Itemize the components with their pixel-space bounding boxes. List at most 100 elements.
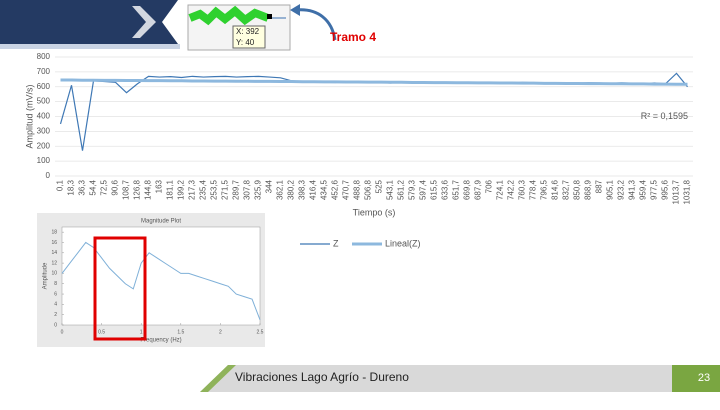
y-tick-label: 800 xyxy=(37,52,51,61)
x-tick-label: 651,7 xyxy=(452,179,461,200)
highlight-box xyxy=(93,236,147,341)
y-tick-label: 0 xyxy=(46,171,51,180)
x-tick-label: 814,6 xyxy=(551,179,560,200)
x-tick-label: 452,6 xyxy=(331,179,340,200)
x-tick-label: 90,6 xyxy=(111,179,120,195)
x-tick-label: 398,3 xyxy=(298,179,307,200)
x-tick-label: 959,4 xyxy=(639,179,648,200)
y-tick-label: 100 xyxy=(37,156,51,165)
x-tick-label: 307,8 xyxy=(243,179,252,200)
x-tick-label: 271,5 xyxy=(221,179,230,200)
x-tick-label: 199,2 xyxy=(177,179,186,200)
x-tick-label: 0,1 xyxy=(56,179,65,191)
footer-accent xyxy=(200,365,236,392)
x-tick-label: 108,7 xyxy=(122,179,131,200)
y-axis-title: Amplitude xyxy=(43,262,49,289)
datatip-x: X: 392 xyxy=(236,27,260,36)
x-tick-label: 416,4 xyxy=(309,179,318,200)
x-tick-label: 977,5 xyxy=(650,179,659,200)
x-tick-label: 1031,8 xyxy=(683,179,692,204)
chevron xyxy=(132,6,156,38)
x-tick-label: 344 xyxy=(265,179,274,193)
x-tick-label: 289,7 xyxy=(232,179,241,200)
x-tick-label: 1 xyxy=(140,329,143,335)
x-tick-label: 579,3 xyxy=(408,179,417,200)
x-tick-label: 995,6 xyxy=(661,179,670,200)
arrow-head xyxy=(290,4,300,16)
x-axis-title: Tiempo (s) xyxy=(353,207,396,217)
x-tick-label: 706 xyxy=(485,179,494,193)
y-tick-label: 500 xyxy=(37,97,51,106)
y-tick-label: 8 xyxy=(54,281,57,287)
chart-title: Magnitude Plot xyxy=(141,219,181,225)
x-tick-label: 742,2 xyxy=(507,179,516,200)
x-axis-title: Frequency (Hz) xyxy=(140,338,181,344)
x-tick-label: 887 xyxy=(595,179,604,193)
x-tick-label: 615,5 xyxy=(430,179,439,200)
x-tick-label: 18,3 xyxy=(67,179,76,195)
x-tick-label: 144,8 xyxy=(144,179,153,200)
x-tick-label: 923,2 xyxy=(617,179,626,200)
inset-signal xyxy=(188,5,270,26)
series-line xyxy=(60,78,688,86)
spectrum-chart: 0 2 4 6 8 10 12 14 16 18 0 0.5 1 1.5 2 2.5 Magnitude Plo… xyxy=(43,219,264,344)
x-tick-label: 0 xyxy=(61,329,64,335)
x-tick-label: 905,1 xyxy=(606,179,615,200)
x-tick-label: 543,1 xyxy=(386,179,395,200)
x-tick-label: 633,6 xyxy=(441,179,450,200)
x-tick-label: 1013,7 xyxy=(672,179,681,204)
y-axis-title: Amplitud (mV/s) xyxy=(24,84,34,148)
banner-arrow xyxy=(150,0,178,44)
x-tick-label: 126,8 xyxy=(133,179,142,200)
y-tick-label: 300 xyxy=(37,126,51,135)
annotation: Tramo 4 xyxy=(330,30,376,44)
y-tick-label: 4 xyxy=(54,302,57,308)
page-number: 23 xyxy=(698,372,710,384)
footer-bar xyxy=(200,365,720,392)
main-chart: 0 100 200 300 400 500 600 700 800 0,1 18,3 36,3 54,4… xyxy=(24,52,693,248)
x-tick-label: 36,3 xyxy=(78,179,87,195)
x-tick-label: 72,5 xyxy=(100,179,109,195)
x-tick-label: 868,9 xyxy=(584,179,593,200)
x-tick-label: 2.5 xyxy=(257,329,264,335)
footer-title: Vibraciones Lago Agrío - Dureno xyxy=(235,370,409,384)
y-tick-label: 14 xyxy=(51,250,57,256)
legend-label: Z xyxy=(333,238,339,248)
x-tick-label: 506,8 xyxy=(364,179,373,200)
y-tick-label: 200 xyxy=(37,141,51,150)
x-tick-label: 235,4 xyxy=(199,179,208,200)
y-tick-label: 16 xyxy=(51,240,57,246)
datatip xyxy=(232,25,266,49)
x-tick-label: 760,3 xyxy=(518,179,527,200)
page-box xyxy=(672,365,720,392)
x-tick-label: 669,8 xyxy=(463,179,472,200)
plot-frame xyxy=(61,226,261,326)
x-tick-label: 850,8 xyxy=(573,179,582,200)
x-tick-label: 0.5 xyxy=(98,329,105,335)
x-tick-label: 561,2 xyxy=(397,179,406,200)
y-tick-label: 700 xyxy=(37,67,51,76)
y-tick-label: 6 xyxy=(54,291,57,297)
x-tick-label: 832,7 xyxy=(562,179,571,200)
x-tick-label: 181,1 xyxy=(166,179,175,200)
y-tick-label: 2 xyxy=(54,312,57,318)
banner xyxy=(0,0,150,44)
y-tick-label: 400 xyxy=(37,112,51,121)
x-tick-label: 525 xyxy=(375,179,384,193)
x-tick-label: 362,1 xyxy=(276,179,285,200)
x-tick-label: 380,2 xyxy=(287,179,296,200)
legend-label: Lineal(Z) xyxy=(385,238,421,248)
y-tick-label: 600 xyxy=(37,82,51,91)
x-tick-label: 778,4 xyxy=(529,179,538,200)
y-tick-label: 12 xyxy=(51,260,57,266)
y-tick-label: 18 xyxy=(51,229,57,235)
y-tick-label: 10 xyxy=(51,271,57,277)
x-tick-label: 796,5 xyxy=(540,179,549,200)
x-tick-label: 253,5 xyxy=(210,179,219,200)
x-tick-label: 687,9 xyxy=(474,179,483,200)
inset-marker xyxy=(267,14,272,19)
x-tick-label: 724,1 xyxy=(496,179,505,200)
curved-arrow xyxy=(295,8,337,41)
